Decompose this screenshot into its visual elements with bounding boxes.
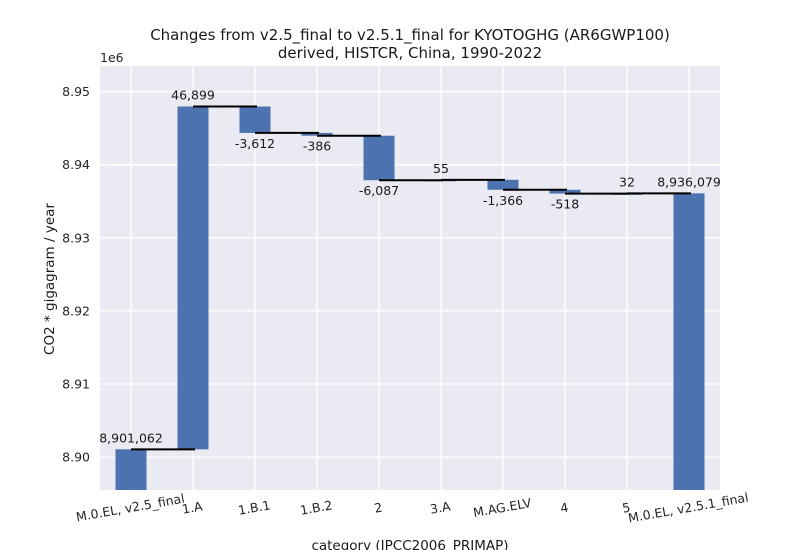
y-tick-label: 8.91 [62, 377, 90, 392]
x-tick-label: 2 [373, 499, 383, 515]
bar [673, 193, 705, 490]
bars [115, 106, 705, 490]
x-tick-label: 1.B.2 [299, 497, 334, 517]
y-axis-label: CO2 * gigagram / year [42, 203, 58, 355]
data-label: 46,899 [171, 87, 215, 102]
data-label: 8,936,079 [657, 174, 721, 189]
data-label: 8,901,062 [99, 430, 163, 445]
data-label: 32 [619, 174, 635, 189]
y-tick-label: 8.94 [62, 157, 90, 172]
bar [301, 132, 333, 136]
x-tick-label: 4 [559, 499, 569, 515]
x-tick-label: M.AG.ELV [472, 495, 533, 520]
bar [239, 106, 271, 133]
bar [549, 189, 581, 194]
x-tick-label: M.0.EL, v2.5.1_final [627, 490, 750, 526]
data-label: -518 [551, 197, 579, 212]
x-axis-label: category (IPCC2006_PRIMAP) [311, 538, 508, 550]
x-tick-label: M.0.EL, v2.5_final [75, 491, 186, 525]
data-label: -386 [303, 139, 331, 154]
data-label: 55 [433, 161, 449, 176]
y-tick-label: 8.92 [62, 303, 90, 318]
data-label: -6,087 [359, 183, 399, 198]
connectors [131, 105, 691, 451]
data-labels: 8,901,062 46,899 -3,612 -386 -6,087 55 -1,366 -… [99, 87, 721, 445]
bar [363, 135, 395, 181]
x-tick-label: 1.A [181, 498, 204, 516]
data-label: -1,366 [483, 193, 523, 208]
x-tick-label: 1.B.1 [237, 497, 272, 517]
x-tick-label: 5 [621, 499, 631, 515]
chart-title-line2: derived, HISTCR, China, 1990-2022 [278, 44, 542, 62]
y-tick-label: 8.90 [62, 450, 90, 465]
bar [487, 179, 519, 190]
x-tick-label: 3.A [429, 498, 452, 516]
bar [115, 449, 147, 490]
y-tick-label: 8.93 [62, 230, 90, 245]
y-tick-label: 8.95 [62, 84, 90, 99]
y-ticks: 8.90 8.91 8.92 8.93 8.94 8.95 [62, 84, 90, 465]
data-label: -3,612 [235, 136, 275, 151]
y-multiplier-label: 1e6 [100, 50, 124, 65]
chart-title-line1: Changes from v2.5_final to v2.5.1_final … [150, 26, 670, 45]
bar [177, 106, 209, 450]
